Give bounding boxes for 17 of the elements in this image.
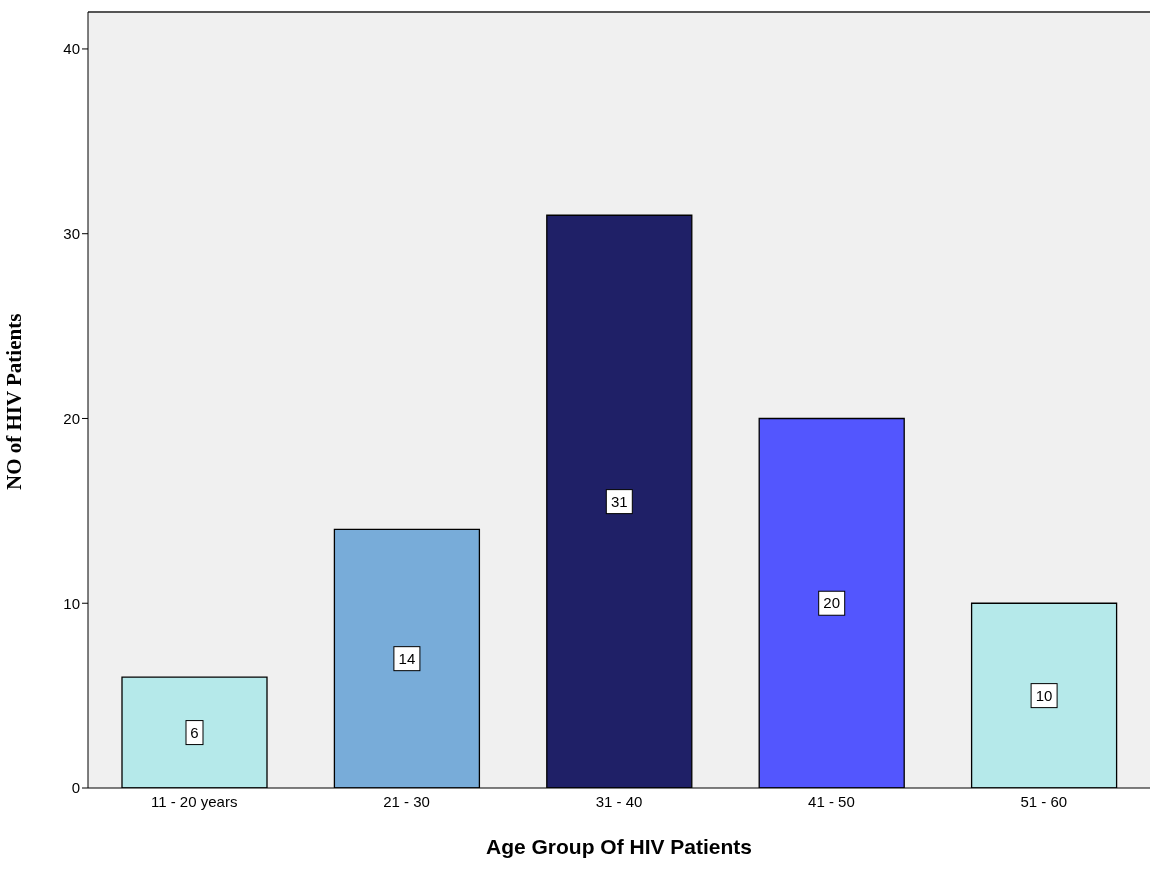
y-tick-label: 0 xyxy=(71,779,80,797)
data-label: 6 xyxy=(190,723,199,741)
x-tick-label: 31 - 40 xyxy=(595,792,643,810)
y-tick-label: 10 xyxy=(63,594,80,612)
y-tick-label: 20 xyxy=(63,409,80,427)
y-tick-label: 30 xyxy=(63,225,80,243)
y-tick-label: 40 xyxy=(63,40,80,58)
x-axis-title: Age Group Of HIV Patients xyxy=(485,835,753,858)
data-label: 10 xyxy=(1035,686,1053,704)
data-label: 31 xyxy=(610,492,628,510)
data-label: 20 xyxy=(823,594,841,612)
x-tick-label: 51 - 60 xyxy=(1020,792,1068,810)
y-axis-title: NO of HIV Patients xyxy=(2,313,27,490)
x-tick-label: 41 - 50 xyxy=(808,792,855,810)
data-label: 14 xyxy=(398,649,416,667)
x-tick-label: 11 - 20 years xyxy=(150,792,238,810)
x-tick-label: 21 - 30 xyxy=(383,792,430,810)
